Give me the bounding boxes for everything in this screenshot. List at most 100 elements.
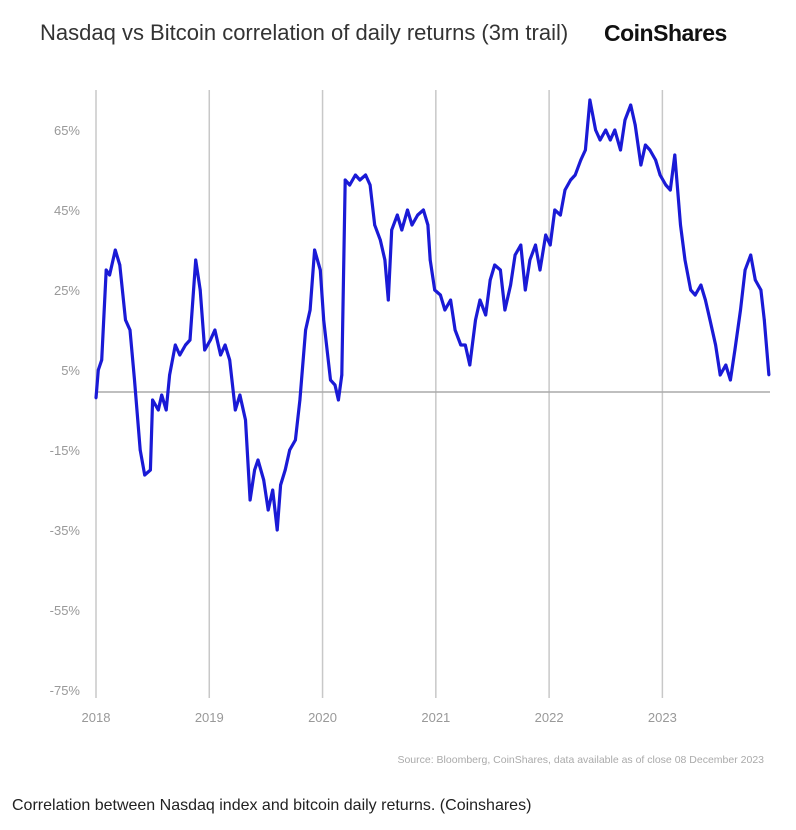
figure-caption: Correlation between Nasdaq index and bit… (12, 797, 532, 814)
data-point (308, 308, 312, 312)
data-point (664, 183, 668, 187)
x-tick-label: 2019 (195, 710, 224, 725)
data-point (623, 118, 627, 122)
x-tick-label: 2022 (535, 710, 564, 725)
data-point (304, 328, 307, 332)
data-point (513, 253, 517, 257)
data-point (459, 343, 463, 347)
data-point (223, 343, 227, 347)
data-point (633, 123, 637, 127)
data-point (354, 173, 357, 177)
data-point (364, 173, 367, 177)
chart-title: Nasdaq vs Bitcoin correlation of daily r… (40, 20, 569, 45)
data-point (619, 148, 622, 152)
data-point (293, 438, 297, 442)
data-point (488, 278, 492, 282)
data-point (503, 308, 507, 312)
data-point (714, 343, 718, 347)
data-point (433, 288, 437, 292)
data-point (266, 508, 270, 512)
data-point (271, 488, 275, 492)
data-point (322, 318, 326, 322)
data-point (213, 328, 217, 332)
coinshares-logo: CoinShares (604, 20, 727, 46)
y-tick-label: 65% (54, 123, 80, 138)
data-point (679, 223, 682, 227)
data-point (400, 228, 404, 232)
data-point (594, 128, 597, 132)
data-point (406, 208, 409, 212)
data-point (559, 213, 562, 217)
data-point (563, 188, 567, 192)
data-point (523, 288, 527, 292)
data-point (683, 258, 687, 262)
data-point (94, 396, 98, 400)
data-point (762, 318, 766, 322)
data-point (143, 473, 147, 477)
y-tick-label: -75% (50, 683, 81, 698)
data-point (484, 313, 488, 317)
y-tick-label: -55% (50, 603, 81, 618)
data-point (160, 393, 164, 397)
data-point (639, 163, 643, 167)
data-point (151, 398, 155, 402)
data-point (767, 373, 771, 377)
data-point (553, 208, 557, 212)
data-point (463, 343, 467, 347)
data-point (128, 328, 132, 332)
data-point (164, 408, 168, 412)
data-point (233, 408, 237, 412)
data-point (390, 228, 394, 232)
data-point (569, 178, 573, 182)
data-point (728, 378, 732, 382)
data-point (579, 158, 583, 162)
data-point (519, 243, 523, 247)
data-point (256, 458, 260, 462)
x-tick-label: 2023 (648, 710, 677, 725)
data-point (708, 318, 712, 322)
data-point (538, 268, 542, 272)
y-tick-label: -35% (50, 523, 81, 538)
data-point (410, 223, 414, 227)
x-tick-label: 2020 (308, 710, 337, 725)
data-point (209, 338, 212, 342)
correlation-series-line (94, 98, 771, 532)
data-point (337, 398, 340, 402)
data-point (178, 353, 182, 357)
data-point (493, 263, 497, 267)
data-point (203, 348, 207, 352)
data-point (699, 283, 703, 287)
data-point (573, 173, 577, 177)
y-tick-label: -15% (50, 443, 81, 458)
data-point (198, 288, 202, 292)
data-point (279, 483, 283, 487)
data-point (228, 358, 232, 362)
data-point (313, 248, 317, 252)
data-point (100, 358, 104, 362)
data-point (588, 98, 592, 102)
data-point (148, 468, 152, 472)
data-point (248, 498, 252, 502)
data-point (673, 153, 677, 157)
data-point (426, 223, 430, 227)
data-point (704, 298, 707, 302)
data-point (724, 363, 728, 367)
data-point (438, 293, 442, 297)
data-point (343, 178, 347, 182)
data-point (739, 308, 742, 312)
data-point (333, 383, 337, 387)
data-point (654, 158, 657, 162)
data-point (395, 213, 399, 217)
data-point (693, 293, 697, 297)
data-point (428, 258, 432, 262)
data-point (168, 373, 172, 377)
y-tick-label: 5% (61, 363, 80, 378)
data-point (474, 318, 477, 322)
data-point (138, 448, 142, 452)
data-point (743, 268, 747, 272)
data-point (468, 363, 472, 367)
data-point (329, 378, 332, 382)
data-point (643, 143, 647, 147)
data-point (298, 398, 302, 402)
